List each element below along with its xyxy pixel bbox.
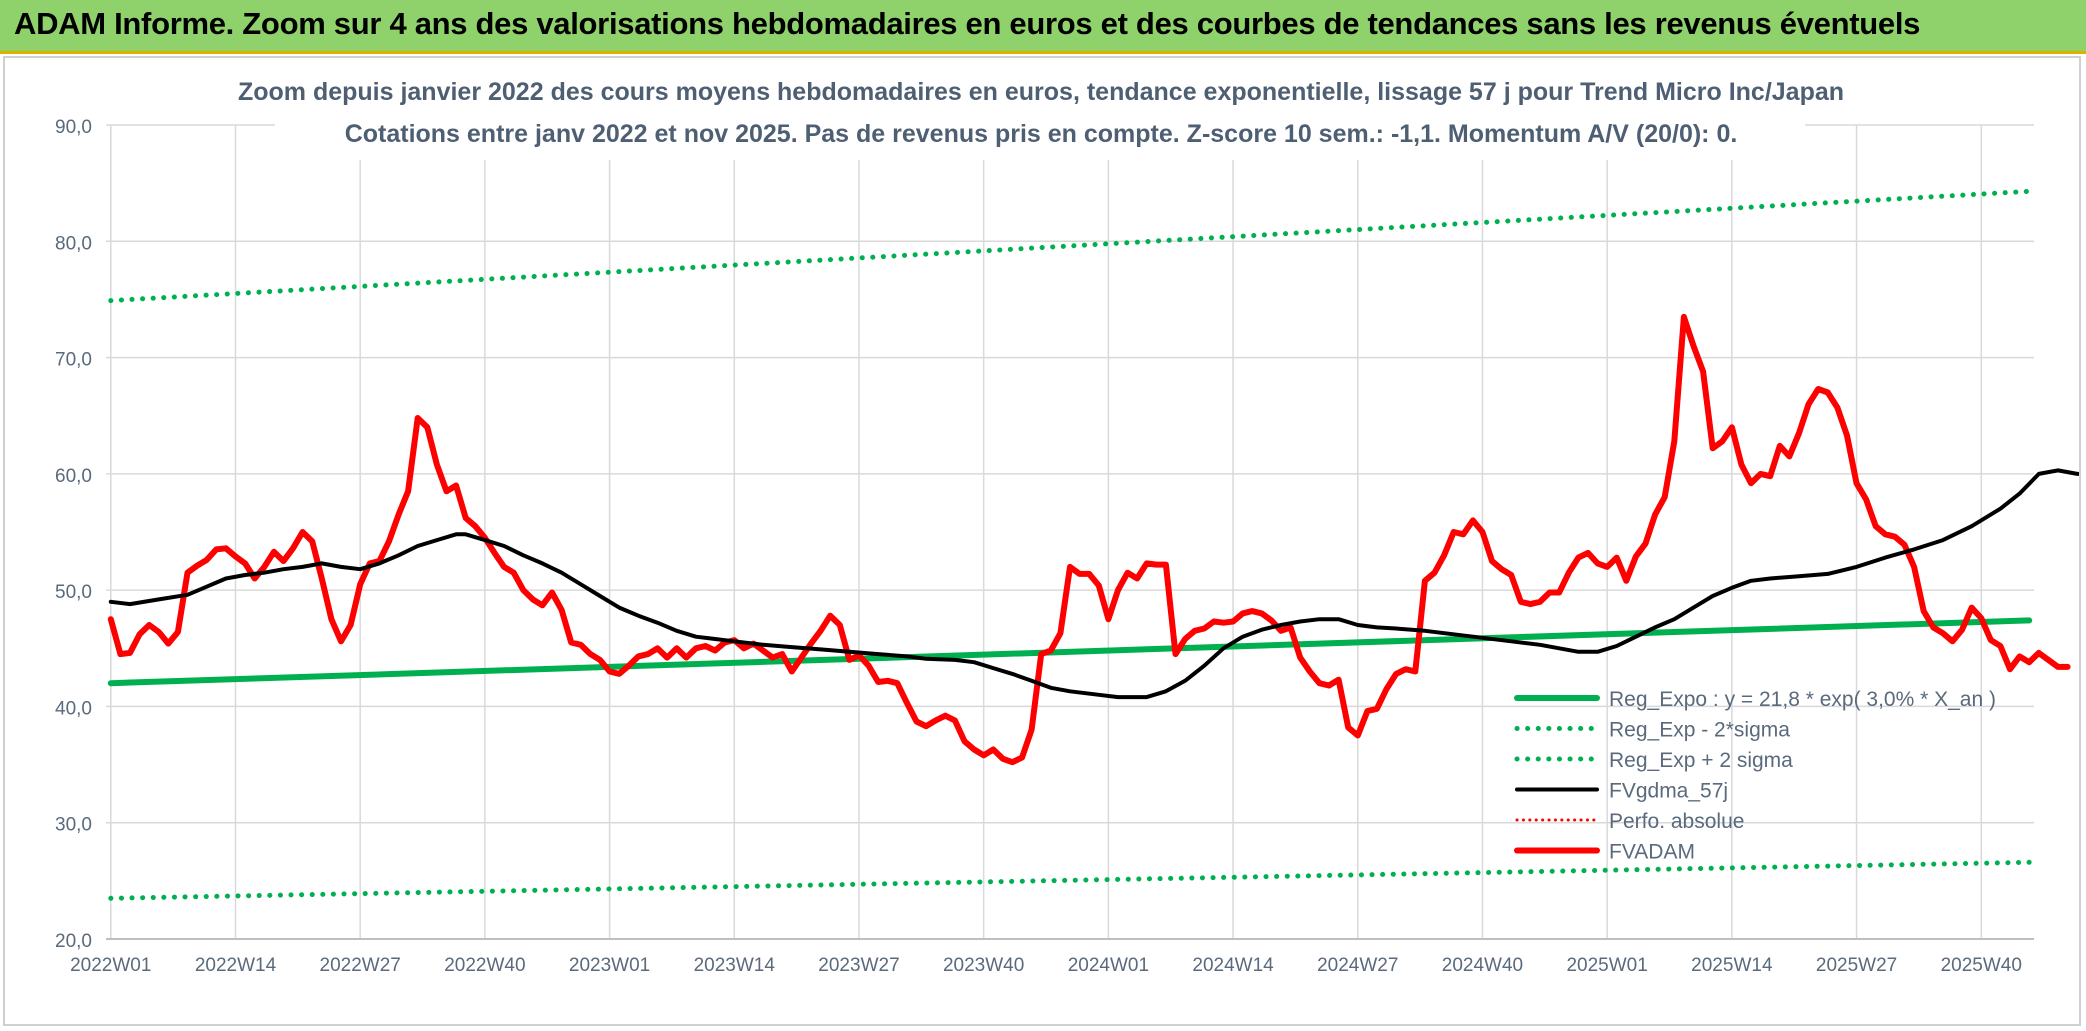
- report-banner: ADAM Informe. Zoom sur 4 ans des valoris…: [0, 0, 2086, 54]
- legend-label-fvadam: FVADAM: [1609, 841, 1695, 864]
- x-tick-label: 2022W27: [320, 955, 401, 976]
- x-tick-label: 2023W40: [943, 955, 1024, 976]
- x-tick-label: 2023W01: [569, 955, 650, 976]
- y-tick-label: 20,0: [55, 931, 92, 952]
- y-tick-label: 50,0: [55, 582, 92, 603]
- x-tick-label: 2024W14: [1192, 955, 1274, 976]
- chart-grid: [106, 124, 2034, 940]
- y-tick-label: 60,0: [55, 466, 92, 487]
- x-tick-label: 2023W27: [818, 955, 899, 976]
- y-tick-label: 30,0: [55, 815, 92, 836]
- x-tick-label: 2025W01: [1566, 955, 1647, 976]
- legend-label-reg-expo: Reg_Expo : y = 21,8 * exp( 3,0% * X_an ): [1609, 688, 1996, 711]
- chart-title-line-2: Cotations entre janv 2022 et nov 2025. P…: [345, 120, 1738, 148]
- y-axis: 20,0 30,0 40,0 50,0 60,0 70,0 80,0 90,0: [55, 117, 92, 952]
- chart-frame: Zoom depuis janvier 2022 des cours moyen…: [3, 56, 2086, 1026]
- trend-chart: Zoom depuis janvier 2022 des cours moyen…: [55, 60, 2086, 976]
- x-tick-label: 2022W40: [444, 955, 525, 976]
- series-line-fvadam: [107, 313, 2071, 766]
- chart-legend: Reg_Expo : y = 21,8 * exp( 3,0% * X_an )…: [1514, 688, 1996, 864]
- x-tick-label: 2025W40: [1941, 955, 2022, 976]
- series-line-fvgdma: [108, 468, 2086, 700]
- y-tick-label: 40,0: [55, 698, 92, 719]
- x-tick-label: 2023W14: [694, 955, 776, 976]
- series-line-reg-minus: [108, 859, 2032, 901]
- series-line-reg-plus: [108, 188, 2032, 304]
- x-tick-label: 2024W01: [1068, 955, 1149, 976]
- chart-title-block: Zoom depuis janvier 2022 des cours moyen…: [238, 60, 1844, 160]
- y-tick-label: 80,0: [55, 233, 92, 254]
- x-tick-label: 2024W27: [1317, 955, 1398, 976]
- series-line-reg-expo: [107, 617, 2033, 687]
- x-axis: 2022W01 2022W14 2022W27 2022W40 2023W01 2023W…: [70, 938, 2034, 976]
- legend-label-perfo: Perfo. absolue: [1609, 810, 1744, 833]
- legend-label-fvgdma: FVgdma_57j: [1609, 780, 1728, 803]
- x-tick-label: 2022W14: [195, 955, 277, 976]
- y-tick-label: 90,0: [55, 117, 92, 138]
- x-tick-label: 2022W01: [70, 955, 151, 976]
- y-tick-label: 70,0: [55, 350, 92, 371]
- chart-title-line-1: Zoom depuis janvier 2022 des cours moyen…: [238, 78, 1844, 106]
- x-tick-label: 2025W27: [1816, 955, 1897, 976]
- legend-label-reg-minus: Reg_Exp - 2*sigma: [1609, 719, 1790, 742]
- report-title: ADAM Informe. Zoom sur 4 ans des valoris…: [14, 6, 1921, 41]
- legend-label-reg-plus: Reg_Exp + 2 sigma: [1609, 749, 1793, 772]
- series-layer: [107, 188, 2086, 901]
- x-tick-label: 2025W14: [1691, 955, 1773, 976]
- x-tick-label: 2024W40: [1442, 955, 1523, 976]
- title-background: [275, 60, 1805, 160]
